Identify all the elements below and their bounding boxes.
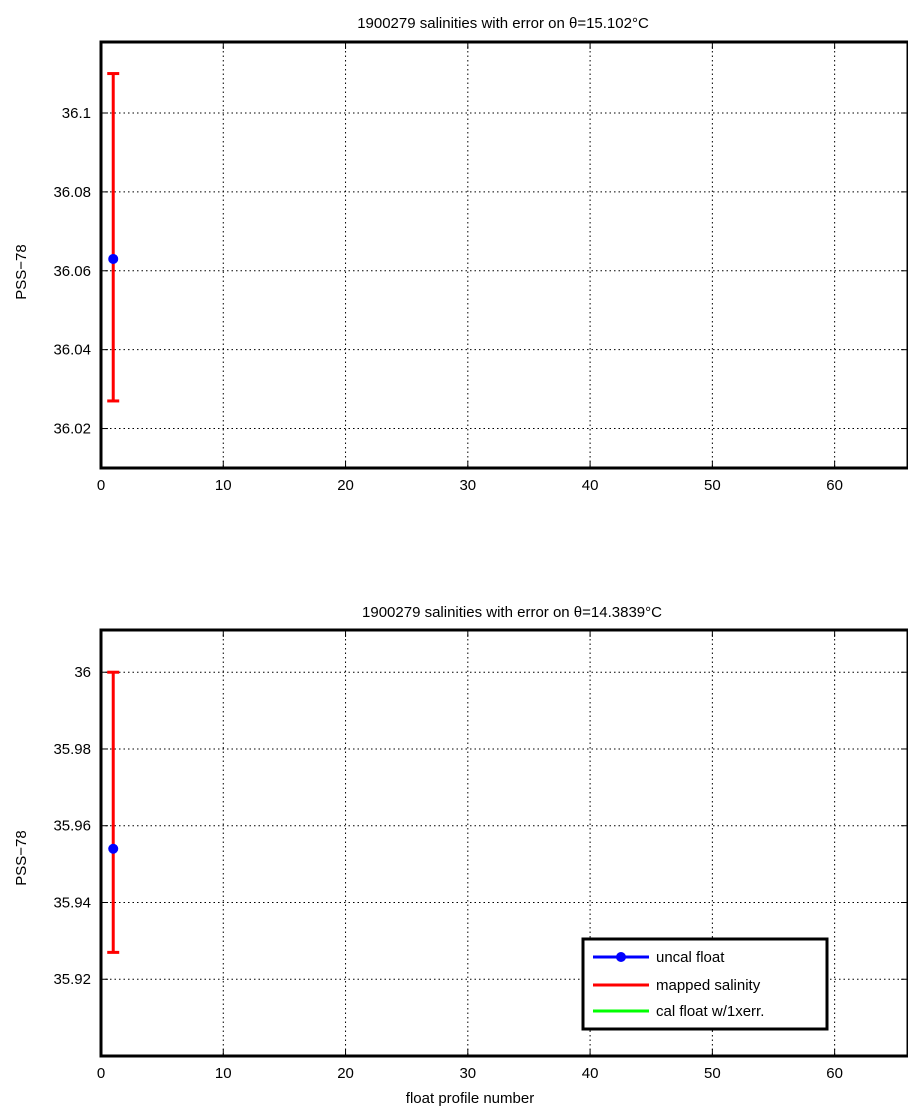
x-tick-label: 10 <box>215 1065 232 1082</box>
y-tick-label: 35.94 <box>53 894 91 911</box>
bottom-chart-marks <box>107 670 120 954</box>
x-tick-label: 0 <box>97 477 105 494</box>
x-tick-label: 40 <box>582 1065 599 1082</box>
y-tick-label: 36.02 <box>53 421 91 438</box>
legend-label-cal-float: cal float w/1xerr. <box>656 1003 764 1020</box>
x-tick-label: 60 <box>826 1065 843 1082</box>
y-tick-label: 35.92 <box>53 971 91 988</box>
bottom-chart-frame <box>99 628 908 1058</box>
uncal-float-point <box>108 253 119 264</box>
bottom-chart-ticks: 0 10 20 30 40 50 60 35.92 35.94 35.96 35.98 36 <box>53 630 908 1082</box>
y-tick-label: 35.96 <box>53 818 91 835</box>
x-tick-label: 30 <box>459 1065 476 1082</box>
x-tick-label: 50 <box>704 477 721 494</box>
legend-label-mapped-salinity: mapped salinity <box>656 977 761 994</box>
y-tick-label: 36.04 <box>53 342 91 359</box>
legend: uncal float mapped salinity cal float w/… <box>581 937 829 1031</box>
y-tick-label: 35.98 <box>53 741 91 758</box>
y-tick-label: 36.08 <box>53 184 91 201</box>
x-tick-label: 20 <box>337 477 354 494</box>
top-chart-y-axis-label: PSS−78 <box>13 244 30 299</box>
x-tick-label: 50 <box>704 1065 721 1082</box>
y-tick-label: 36 <box>74 664 91 681</box>
bottom-chart-y-axis-label: PSS−78 <box>13 830 30 885</box>
top-chart-ticks: 0 10 20 30 40 50 60 36.02 36.04 36.06 36.08 36.1 <box>53 42 908 494</box>
bottom-chart: 1900279 salinities with error on θ=14.38… <box>13 604 908 1107</box>
x-tick-label: 40 <box>582 477 599 494</box>
x-tick-label: 60 <box>826 477 843 494</box>
x-tick-label: 30 <box>459 477 476 494</box>
top-chart: 1900279 salinities with error on θ=15.10… <box>13 15 908 494</box>
y-tick-label: 36.06 <box>53 263 91 280</box>
bottom-chart-title: 1900279 salinities with error on θ=14.38… <box>362 604 662 621</box>
top-chart-title: 1900279 salinities with error on θ=15.10… <box>357 15 649 32</box>
top-chart-frame <box>99 40 908 470</box>
bottom-chart-grid <box>101 630 908 1056</box>
bottom-chart-x-axis-label: float profile number <box>406 1090 534 1107</box>
legend-label-uncal-float: uncal float <box>656 949 725 966</box>
uncal-float-point <box>108 843 119 854</box>
legend-marker-uncal-float <box>616 952 626 962</box>
y-tick-label: 36.1 <box>62 105 91 122</box>
top-chart-grid <box>101 42 908 468</box>
x-tick-label: 0 <box>97 1065 105 1082</box>
x-tick-label: 20 <box>337 1065 354 1082</box>
x-tick-label: 10 <box>215 477 232 494</box>
top-chart-marks <box>107 72 120 403</box>
